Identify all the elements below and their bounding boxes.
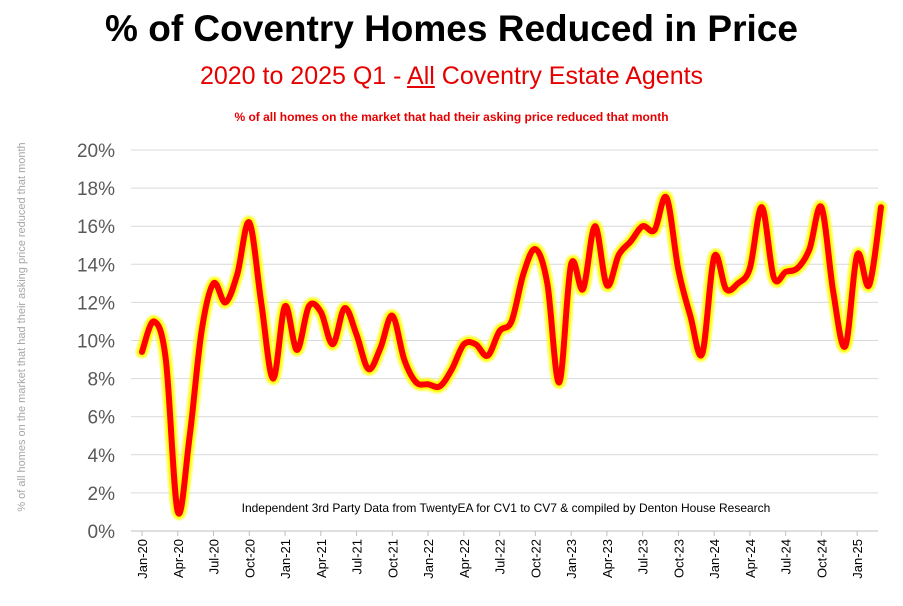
x-tick-label: Jul-21 bbox=[350, 539, 365, 574]
y-tick-label: 8% bbox=[88, 370, 116, 391]
x-axis-tick-labels: Jan-20 Apr-20 Jul-20 Oct-20 Jan-21 Apr-21 Jul-… bbox=[135, 539, 865, 579]
source-annotation: Independent 3rd Party Data from TwentyEA… bbox=[242, 501, 771, 515]
y-tick-label: 14% bbox=[77, 255, 115, 276]
x-tick-label: Jul-20 bbox=[207, 539, 222, 574]
y-tick-label: 20% bbox=[77, 141, 115, 162]
y-tick-label: 16% bbox=[77, 217, 115, 238]
y-tick-label: 0% bbox=[88, 522, 116, 543]
y-tick-label: 10% bbox=[77, 332, 115, 353]
chart-description: % of all homes on the market that had th… bbox=[234, 110, 669, 124]
y-tick-label: 12% bbox=[77, 293, 115, 314]
x-tick-label: Apr-24 bbox=[743, 539, 758, 578]
x-tick-label: Apr-23 bbox=[600, 539, 615, 578]
subtitle-emphasis: All bbox=[407, 62, 435, 90]
x-tick-label: Apr-21 bbox=[314, 539, 329, 578]
x-tick-label: Jul-22 bbox=[493, 539, 508, 574]
y-axis-ticks: 0% 2% 4% 6% 8% 10% 12% 14% 16% 18% 20% bbox=[77, 141, 115, 543]
series-line bbox=[139, 193, 884, 517]
x-tick-label: Oct-22 bbox=[528, 539, 543, 578]
x-tick-label: Jan-21 bbox=[278, 539, 293, 579]
x-tick-label: Jan-20 bbox=[135, 539, 150, 579]
x-axis bbox=[131, 530, 878, 536]
x-tick-label: Jan-23 bbox=[564, 539, 579, 579]
y-tick-label: 18% bbox=[77, 179, 115, 200]
x-tick-label: Oct-24 bbox=[814, 539, 829, 578]
series-lines bbox=[135, 189, 888, 521]
x-tick-label: Jan-22 bbox=[421, 539, 436, 579]
x-tick-label: Jul-23 bbox=[636, 539, 651, 574]
x-tick-label: Oct-20 bbox=[242, 539, 257, 578]
x-tick-label: Jul-24 bbox=[779, 539, 794, 574]
chart-title: % of Coventry Homes Reduced in Price bbox=[105, 8, 798, 49]
y-tick-label: 6% bbox=[88, 408, 116, 429]
y-tick-label: 2% bbox=[88, 484, 116, 505]
chart-subtitle: 2020 to 2025 Q1 - All Coventry Estate Ag… bbox=[0, 62, 903, 91]
x-tick-label: Oct-23 bbox=[671, 539, 686, 578]
x-tick-label: Apr-20 bbox=[171, 539, 186, 578]
x-tick-label: Oct-21 bbox=[385, 539, 400, 578]
x-tick-label: Jan-24 bbox=[707, 539, 722, 579]
subtitle-suffix: Coventry Estate Agents bbox=[434, 62, 704, 90]
y-tick-label: 4% bbox=[88, 446, 116, 467]
x-tick-label: Apr-22 bbox=[457, 539, 472, 578]
x-tick-label: Jan-25 bbox=[850, 539, 865, 579]
subtitle-prefix: 2020 to 2025 Q1 - bbox=[199, 62, 408, 90]
